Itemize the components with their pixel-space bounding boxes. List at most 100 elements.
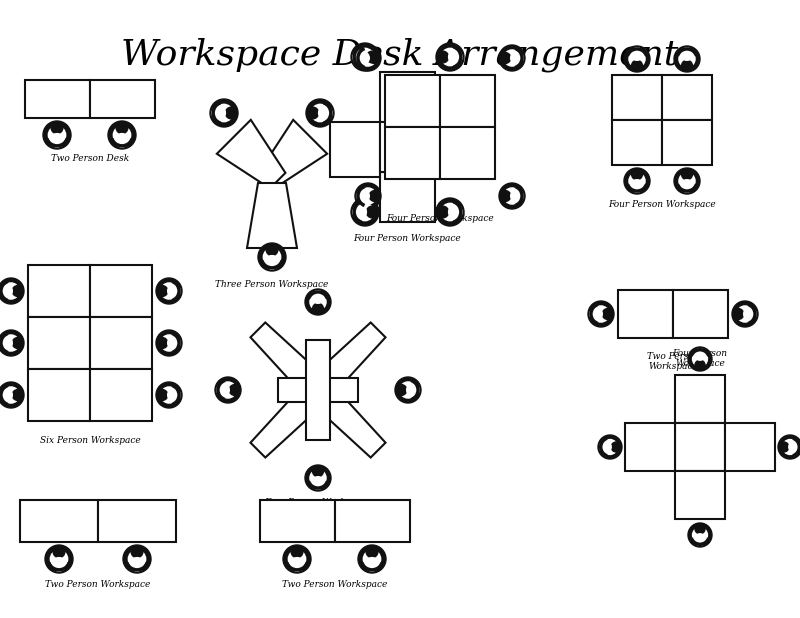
Circle shape xyxy=(629,51,645,67)
Circle shape xyxy=(442,48,458,66)
Circle shape xyxy=(156,382,182,408)
Bar xyxy=(98,500,176,542)
Circle shape xyxy=(499,45,525,71)
Bar xyxy=(440,75,495,127)
Circle shape xyxy=(737,306,753,322)
Circle shape xyxy=(161,335,177,351)
Circle shape xyxy=(156,330,182,356)
Circle shape xyxy=(778,435,800,459)
Circle shape xyxy=(131,546,143,557)
Circle shape xyxy=(674,168,700,194)
Circle shape xyxy=(53,546,65,557)
Text: Four Person Workspace: Four Person Workspace xyxy=(264,498,372,507)
Bar xyxy=(90,317,152,369)
Circle shape xyxy=(510,52,523,64)
Text: Two Person
Workspace: Two Person Workspace xyxy=(646,352,699,371)
Circle shape xyxy=(258,243,286,271)
Circle shape xyxy=(161,283,177,299)
Polygon shape xyxy=(312,323,386,396)
Circle shape xyxy=(611,442,622,452)
Bar xyxy=(612,75,662,120)
Bar xyxy=(675,423,725,471)
Circle shape xyxy=(695,523,705,534)
Bar xyxy=(440,127,495,179)
Circle shape xyxy=(307,107,318,119)
Circle shape xyxy=(291,546,303,557)
Circle shape xyxy=(688,523,712,547)
Bar xyxy=(625,423,675,471)
Circle shape xyxy=(679,173,695,189)
Bar xyxy=(385,75,440,127)
Circle shape xyxy=(3,283,19,299)
Circle shape xyxy=(500,190,510,201)
Circle shape xyxy=(210,99,238,127)
Circle shape xyxy=(288,550,306,568)
Circle shape xyxy=(682,61,693,71)
Circle shape xyxy=(693,528,707,543)
Text: Workspace Desk Arrangement: Workspace Desk Arrangement xyxy=(122,38,678,72)
Circle shape xyxy=(311,104,329,122)
Circle shape xyxy=(0,389,12,401)
Bar xyxy=(278,378,358,402)
Text: Two Person Workspace: Two Person Workspace xyxy=(46,580,150,589)
Text: Two Person Workspace: Two Person Workspace xyxy=(282,580,388,589)
Circle shape xyxy=(360,50,376,66)
Circle shape xyxy=(694,534,706,545)
Circle shape xyxy=(266,244,278,256)
Circle shape xyxy=(370,53,380,64)
Circle shape xyxy=(215,104,233,122)
Bar xyxy=(380,122,435,172)
Circle shape xyxy=(48,126,66,143)
Circle shape xyxy=(353,205,366,219)
Circle shape xyxy=(351,43,379,71)
Circle shape xyxy=(12,389,23,400)
Circle shape xyxy=(504,50,520,66)
Circle shape xyxy=(43,121,71,149)
Bar xyxy=(260,500,335,542)
Circle shape xyxy=(161,387,177,403)
Circle shape xyxy=(437,206,449,218)
Circle shape xyxy=(230,384,240,396)
Circle shape xyxy=(312,476,324,489)
Circle shape xyxy=(283,545,311,573)
Circle shape xyxy=(630,48,643,61)
Circle shape xyxy=(157,389,168,400)
Circle shape xyxy=(310,470,326,486)
Circle shape xyxy=(290,557,304,571)
Bar xyxy=(435,122,485,177)
Bar xyxy=(25,80,90,118)
Bar xyxy=(90,265,152,317)
Circle shape xyxy=(598,435,622,459)
Text: Four Person Workspace: Four Person Workspace xyxy=(353,234,461,243)
Circle shape xyxy=(400,382,416,398)
Circle shape xyxy=(306,99,334,127)
Circle shape xyxy=(436,198,464,226)
Text: Four Person
Workspace: Four Person Workspace xyxy=(673,349,727,368)
Circle shape xyxy=(631,169,642,180)
Circle shape xyxy=(782,439,798,454)
Circle shape xyxy=(217,384,230,396)
Circle shape xyxy=(593,306,609,322)
Bar xyxy=(380,72,435,122)
Circle shape xyxy=(694,349,706,360)
Polygon shape xyxy=(250,384,324,457)
Polygon shape xyxy=(312,384,386,457)
Circle shape xyxy=(226,107,237,119)
Circle shape xyxy=(395,377,421,403)
Circle shape xyxy=(789,441,800,453)
Circle shape xyxy=(674,46,700,72)
Bar xyxy=(385,127,440,179)
Polygon shape xyxy=(250,323,324,396)
Circle shape xyxy=(744,308,756,320)
Circle shape xyxy=(624,168,650,194)
Circle shape xyxy=(52,557,66,571)
Bar xyxy=(335,500,410,542)
Bar xyxy=(28,317,90,369)
Polygon shape xyxy=(247,183,297,248)
Circle shape xyxy=(51,122,63,133)
Bar xyxy=(725,423,775,471)
Circle shape xyxy=(0,382,24,408)
Circle shape xyxy=(363,550,381,568)
Circle shape xyxy=(318,106,332,120)
Circle shape xyxy=(114,126,130,143)
